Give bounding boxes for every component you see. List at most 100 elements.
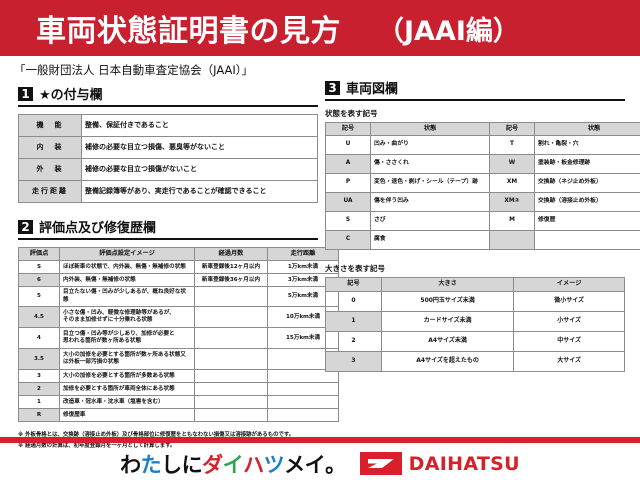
slogan-glyph: た [140,452,162,477]
star-criteria-row: 内 装補修の必要な目立つ損傷、悪臭等がないこと [18,136,318,159]
evaluation-mileage [267,382,339,397]
slogan-glyph: わ [120,452,141,477]
evaluation-row: S ほぼ新車の状態で、内外装、無傷・無補修の状態 新車登録後12ヶ月以内 1万km未満 [18,260,339,275]
evaluation-months [194,382,268,397]
evaluation-row: 6 内外装、無傷・無補修の状態 新車登録後36ヶ月以内 3万km未満 [18,273,339,288]
size-description: カードサイズ未満 [380,310,515,332]
star-criteria-desc: 整備記録簿等があり、実走行であることが確認できること [81,180,318,203]
size-symbol: 2 [325,330,382,352]
evaluation-image-desc: 改造車・冠水車・沈水車（塩害を含む） [59,395,195,410]
slogan-glyph: 。 [325,452,346,477]
size-symbol-header-row: 記号 大きさ イメージ [325,277,625,292]
state-symbol-right: W [489,154,535,175]
evaluation-row: 3 大小の加修を必要とする箇所が多数ある状態 [18,369,339,384]
size-symbol-header-cell: 大きさ [380,277,515,292]
evaluation-row: 4.5 小さな傷・凹み、軽微な修理跡等があるが、 そのまま加修せずに十分乗れる状態 1… [18,306,339,329]
section-1-heading: 1 ★の付与欄 [18,84,318,107]
size-symbol-row: 3 A4サイズを超えたもの 大サイズ [325,350,625,372]
evaluation-months: 新車登録後12ヶ月以内 [194,260,268,275]
page-title-suffix: （JAAI編） [377,15,520,47]
slogan-glyph: ダ [202,452,223,477]
evaluation-row: 1 改造車・冠水車・沈水車（塩害を含む） [18,395,339,410]
evaluation-months: 新車登録後36ヶ月以内 [194,273,268,288]
association-name: 「一般財団法人 日本自動車査定協会（JAAI）」 [14,63,254,77]
evaluation-mileage: 5万km未満 [267,286,339,308]
evaluation-months [194,306,268,329]
state-symbol-row: C 腐食 [325,230,640,251]
star-criteria-label: 外 装 [18,158,82,181]
footnotes: ※ 外板骨格とは、交換跡（溶接止め外板）及び骨格部位に修復歴をともなわない損傷又… [18,430,318,451]
state-symbol-left: U [325,135,371,156]
state-symbols-label: 状態を表す記号 [325,109,378,118]
slogan-glyph: ツ [263,452,285,477]
evaluation-score: 3.5 [18,348,60,371]
evaluation-header-cell: 評価点 [18,246,60,262]
size-description: A4サイズを超えたもの [380,350,515,372]
daihatsu-emblem-icon [359,452,402,475]
footnote-1: ※ 外板骨格とは、交換跡（溶接止め外板）及び骨格部位に修復歴をともなわない損傷又… [18,432,295,439]
page-title: 車両状態証明書の見方 [36,14,341,49]
size-description: 500円玉サイズ未満 [380,290,515,312]
evaluation-mileage [267,408,339,423]
state-desc-right: 交換跡（ネジ止め外板） [534,173,640,194]
evaluation-image-desc: 大小の加修を必要とする箇所が多数ある状態 [59,369,195,384]
star-criteria-label: 走行距離 [18,180,82,203]
slogan-glyph: イ [304,452,326,477]
evaluation-months [194,369,268,384]
evaluation-score: 6 [18,273,60,288]
evaluation-image-desc: 目立たない傷・凹みが少しあるが、概ね良好な状態 [59,286,195,308]
star-criteria-desc: 補修の必要な目立つ損傷、悪臭等がないこと [81,136,318,159]
state-symbol-right: XM [489,173,535,194]
state-symbol-header-cell: 記号 [489,121,535,137]
star-criteria-row: 外 装補修の必要な目立つ損傷がないこと [18,158,318,181]
state-symbol-left: C [325,230,371,251]
left-column: 1 ★の付与欄 機 能整備、保証付きであること内 装補修の必要な目立つ損傷、悪臭… [18,84,339,451]
evaluation-header-cell: 評価点設定イメージ [59,246,195,262]
evaluation-months [194,286,268,308]
star-criteria-row: 機 能整備、保証付きであること [18,114,318,137]
size-image-label: 中サイズ [513,330,625,352]
evaluation-image-desc: 小さな傷・凹み、軽微な修理跡等があるが、 そのまま加修せずに十分乗れる状態 [59,306,195,329]
evaluation-header-cell: 経過月数 [194,246,268,262]
section-3-number: 3 [325,80,340,95]
size-image-label: 大サイズ [513,350,625,372]
size-symbol-table: 記号 大きさ イメージ 0 500円玉サイズ未満 微小サイズ 1 カードサイズ未満 小サイズ 2… [325,277,625,372]
evaluation-image-desc: 目立つ傷・凹み等が少しあり、加修が必要と 思われる箇所が数ヶ所ある状態 [59,327,195,350]
size-symbol-header-cell: 記号 [325,277,382,292]
state-symbol-row: S さび M 修復歴 [325,211,640,232]
state-symbol-row: U 凹み・曲がり T 割れ・亀裂・穴 [325,135,640,156]
state-desc-left: 腐食 [370,230,490,251]
size-description: A4サイズ未満 [380,330,515,352]
evaluation-header-cell: 走行距離 [267,246,339,262]
star-criteria-row: 走行距離 整備記録簿等があり、実走行であることが確認できること [18,180,318,203]
state-desc-right: 交換跡（溶接止め外板） [534,192,640,213]
evaluation-image-desc: 修復歴車 [59,408,195,423]
state-desc-left: 傷を伴う凹み [370,192,490,213]
slogan-glyph: し [161,452,182,477]
evaluation-row: 4 目立つ傷・凹み等が少しあり、加修が必要と 思われる箇所が数ヶ所ある状態 15万km… [18,327,339,350]
state-symbol-header-cell: 状態 [370,121,490,137]
state-desc-right: 割れ・亀裂・穴 [534,135,640,156]
size-symbol: 3 [325,350,382,372]
section-1-number: 1 [18,86,33,101]
state-desc-left: 凹み・曲がり [370,135,490,156]
state-symbol-row: UA 傷を伴う凹み XM② 交換跡（溶接止め外板） [325,192,640,213]
evaluation-image-desc: 内外装、無傷・無補修の状態 [59,273,195,288]
footer-divider [0,437,640,443]
section-2-number: 2 [18,219,33,234]
size-symbol: 1 [325,310,382,332]
evaluation-image-desc: 加修を必要とする箇所が車両全体にある状態 [59,382,195,397]
state-symbol-left: P [325,173,371,194]
evaluation-score: R [18,408,60,423]
slogan-glyph: に [181,452,203,477]
state-symbol-left: UA [325,192,371,213]
size-symbols-label: 大きさを表す記号 [325,264,385,274]
section-2-heading: 2 評価点及び修復歴欄 [18,217,318,240]
state-desc-right [534,230,640,251]
evaluation-months [194,327,268,350]
size-image-label: 微小サイズ [513,290,625,312]
evaluation-score-table: 評価点 評価点設定イメージ 経過月数 走行距離 S ほぼ新車の状態で、内外装、無傷・無補… [18,246,339,423]
state-symbol-header-cell: 記号 [325,121,371,137]
evaluation-months [194,408,268,423]
evaluation-row: 3.5 大小の加修を必要とする箇所が数ヶ所ある状態又 は外板一部汚損の状態 [18,348,339,371]
